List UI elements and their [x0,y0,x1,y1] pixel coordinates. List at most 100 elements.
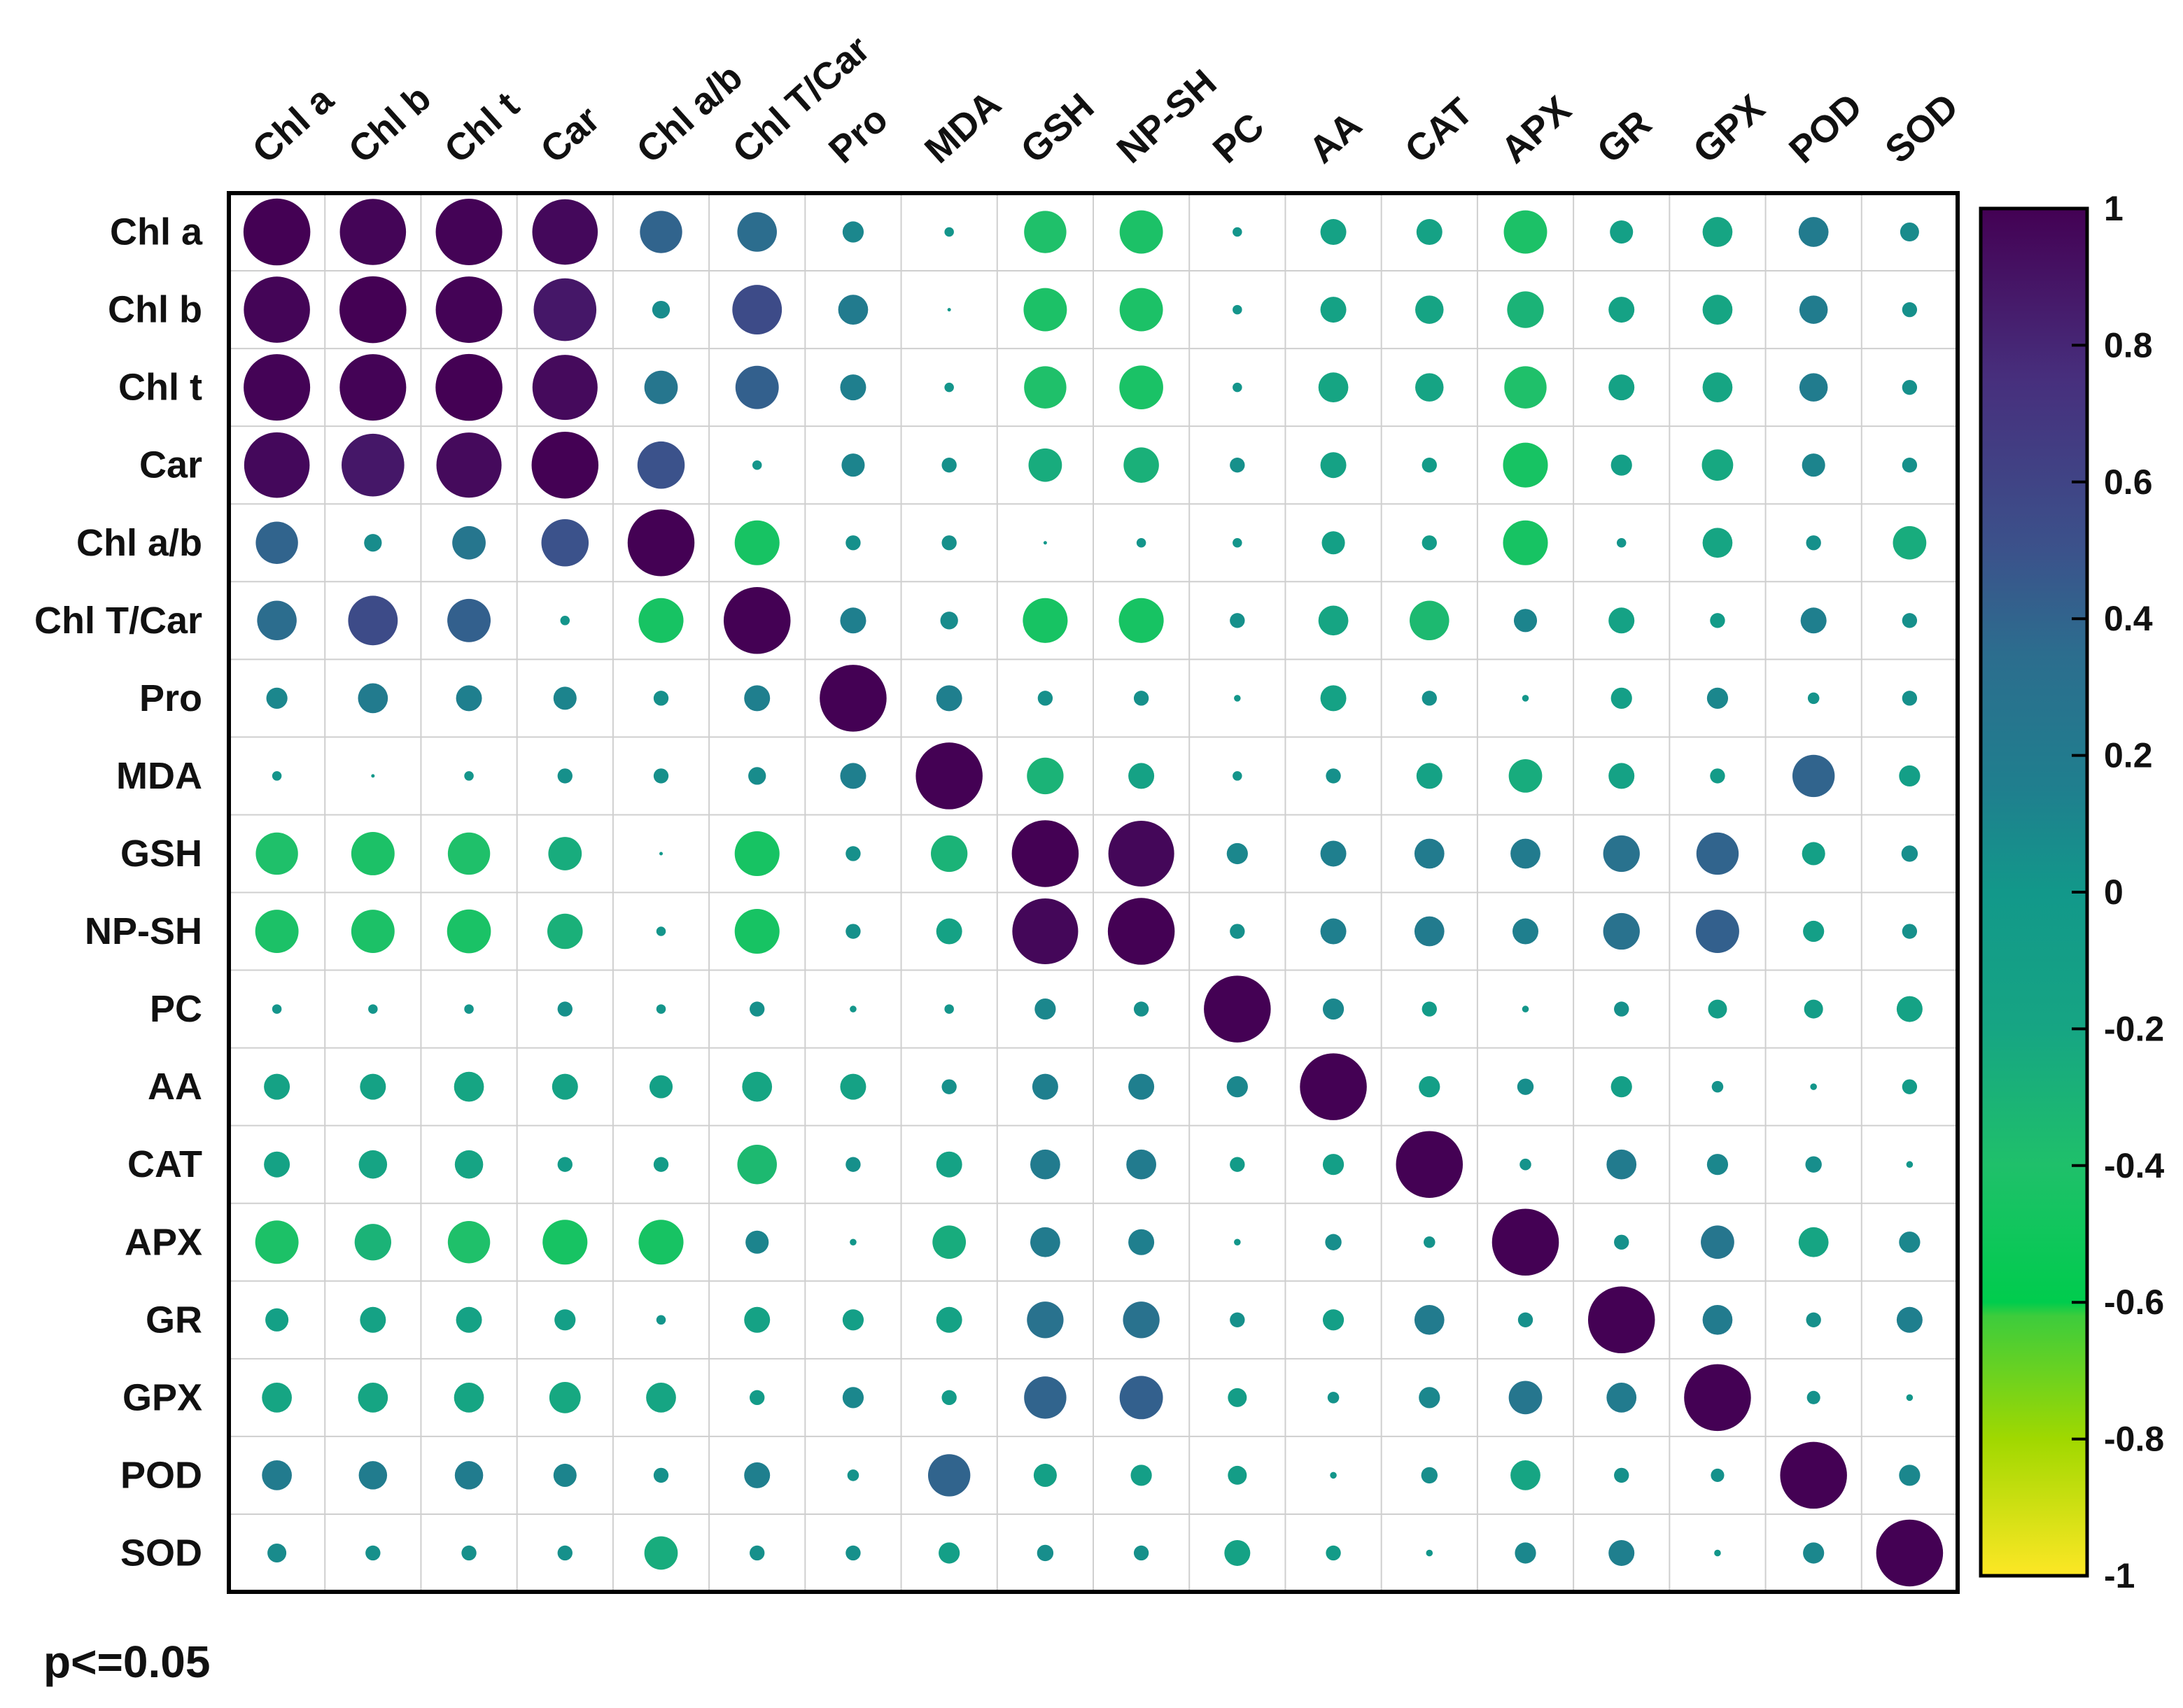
corr-circle-pro-np-sh [1133,691,1149,706]
corr-circle-car-car [531,431,599,499]
corr-circle-pro-aa [1320,685,1347,712]
row-label-pro: Pro [139,677,202,719]
column-label-car: Car [533,98,608,171]
corr-circle-chl-t-car-car [560,616,570,626]
corr-circle-car-sod [1902,458,1918,473]
corr-circle-gpx-sod [1906,1394,1914,1402]
corr-circle-apx-gr [1614,1234,1629,1250]
corr-circle-chl-a-b-gr [1616,537,1627,548]
corr-circle-pod-chl-t [454,1461,484,1490]
corr-circle-gpx-chl-a-b [646,1383,676,1413]
corr-circle-chl-b-chl-a-b [652,300,671,319]
corr-circle-aa-pc [1226,1076,1248,1098]
corr-circle-chl-a-b-pro [845,535,861,551]
corr-circle-pro-mda [936,685,962,712]
corr-circle-chl-t-chl-b [339,354,407,421]
corr-circle-chl-a-b-sod [1893,525,1927,560]
column-label-chl-a-b: Chl a/b [629,56,750,171]
corr-circle-chl-t-car-gr [1608,607,1635,634]
corr-circle-pro-chl-t-car [744,685,771,712]
corr-circle-car-chl-a-b [637,441,685,489]
corr-circle-np-sh-chl-t-car [734,908,780,954]
corr-circle-car-chl-t-car [752,460,762,470]
corr-circle-gr-car [554,1309,576,1331]
corr-circle-gr-chl-a-b [656,1315,666,1325]
corr-circle-mda-car [557,768,573,784]
corr-circle-gpx-chl-t [454,1383,484,1413]
corr-circle-apx-sod [1899,1231,1921,1253]
corr-circle-aa-chl-t-car [742,1071,773,1102]
corr-circle-np-sh-sod [1902,924,1918,939]
corr-circle-np-sh-pc [1230,924,1245,939]
corr-circle-chl-a-chl-a-b [640,211,682,253]
corr-circle-apx-apx [1491,1208,1559,1276]
corr-circle-pod-gr [1614,1467,1629,1483]
corr-circle-sod-chl-a-b [644,1536,678,1570]
corr-circle-car-gsh [1028,448,1062,482]
corr-circle-mda-apx [1508,759,1543,793]
corr-circle-chl-t-car-chl-a [257,600,297,641]
corr-circle-gpx-np-sh [1119,1376,1163,1420]
corr-circle-mda-chl-a [272,771,282,781]
corr-circle-chl-a-b-chl-t-car [734,520,780,565]
corr-circle-chl-b-chl-b [339,276,407,344]
corr-circle-chl-t-car-pro [840,607,866,634]
corr-circle-pod-np-sh [1130,1464,1152,1486]
corr-circle-sod-gsh [1037,1544,1054,1562]
corr-circle-chl-t-car [532,355,598,421]
corr-circle-mda-cat [1416,763,1443,789]
column-label-np-sh: NP-SH [1109,62,1224,171]
corr-circle-cat-pod [1805,1156,1822,1173]
corr-circle-chl-a-gsh [1024,211,1067,253]
corr-circle-chl-b-apx [1507,291,1544,328]
corr-circle-chl-a-b-chl-b [364,534,382,552]
corr-circle-apx-chl-b [354,1224,391,1261]
corr-circle-chl-t-pod [1799,373,1828,402]
corr-circle-chl-a-cat [1416,219,1443,246]
row-label-pod: POD [120,1454,202,1496]
corr-circle-apx-cat [1424,1236,1436,1248]
corr-circle-sod-cat [1426,1549,1433,1557]
corr-circle-chl-b-cat [1415,295,1444,324]
corr-circle-gr-mda [936,1306,962,1333]
corr-circle-gr-pc [1230,1312,1245,1327]
corr-circle-pc-apx [1522,1005,1529,1012]
column-label-pc: PC [1205,105,1272,171]
corr-circle-mda-sod [1899,765,1921,787]
corr-circle-chl-a-b-chl-a [255,521,298,564]
corr-circle-cat-sod [1906,1161,1914,1168]
column-label-chl-t: Chl t [437,84,527,171]
corr-circle-chl-a-sod [1900,223,1919,242]
corr-circle-cat-chl-b [358,1150,388,1179]
corr-circle-chl-b-pro [838,295,869,325]
corr-circle-pc-mda [944,1004,954,1014]
corr-circle-chl-t-car-gsh [1023,598,1068,643]
corr-circle-cat-cat [1396,1131,1463,1198]
corr-circle-pod-mda [927,1454,971,1497]
corr-circle-chl-b-pc [1233,304,1242,315]
corr-circle-chl-a-pc [1233,227,1242,237]
corr-circle-pod-chl-a-b [653,1467,669,1483]
corr-circle-mda-mda [915,742,983,810]
corr-circle-gpx-chl-a [262,1383,292,1413]
corr-circle-chl-a-mda [944,227,954,237]
corr-circle-chl-a-apx [1503,210,1547,254]
corr-circle-chl-a-b-cat [1422,535,1437,551]
corr-circle-sod-chl-b [365,1545,381,1561]
colorbar-ticks: 1 0.8 0.6 0.4 0.2 0 -0.2 -0.4 -0.6 -0.8 -1 [2072,189,2164,1595]
row-label-np-sh: NP-SH [85,910,202,952]
corr-circle-pc-np-sh [1133,1001,1149,1017]
corr-circle-cat-aa [1322,1154,1345,1176]
corr-circle-chl-t-car-np-sh [1118,598,1164,643]
corr-circle-aa-sod [1902,1079,1918,1094]
column-label-pro: Pro [821,98,896,171]
corr-circle-mda-chl-a-b [653,768,669,784]
column-label-gpx: GPX [1685,87,1773,171]
column-label-mda: MDA [917,83,1009,171]
corr-circle-chl-t-pro [840,374,866,401]
row-label-gsh: GSH [120,833,202,875]
corr-circle-gsh-chl-a [255,832,298,875]
corr-circle-cat-gsh [1030,1149,1060,1180]
corr-circle-chl-t-car-aa [1318,605,1349,636]
column-label-cat: CAT [1397,90,1481,171]
